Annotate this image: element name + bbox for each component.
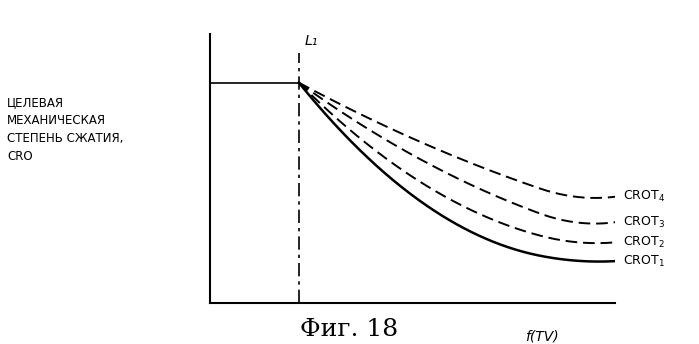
Text: L₁: L₁ [305,34,318,48]
Text: CROT$_3$: CROT$_3$ [624,215,665,230]
Text: Фиг. 18: Фиг. 18 [301,318,398,341]
Text: CROT$_4$: CROT$_4$ [624,189,665,204]
Text: CROT$_2$: CROT$_2$ [624,235,665,250]
Text: ЦЕЛЕВАЯ
МЕХАНИЧЕСКАЯ
СТЕПЕНЬ СЖАТИЯ,
CRO: ЦЕЛЕВАЯ МЕХАНИЧЕСКАЯ СТЕПЕНЬ СЖАТИЯ, CRO [7,96,123,163]
Text: CROT$_1$: CROT$_1$ [624,254,665,269]
Text: f(TV): f(TV) [526,330,559,344]
